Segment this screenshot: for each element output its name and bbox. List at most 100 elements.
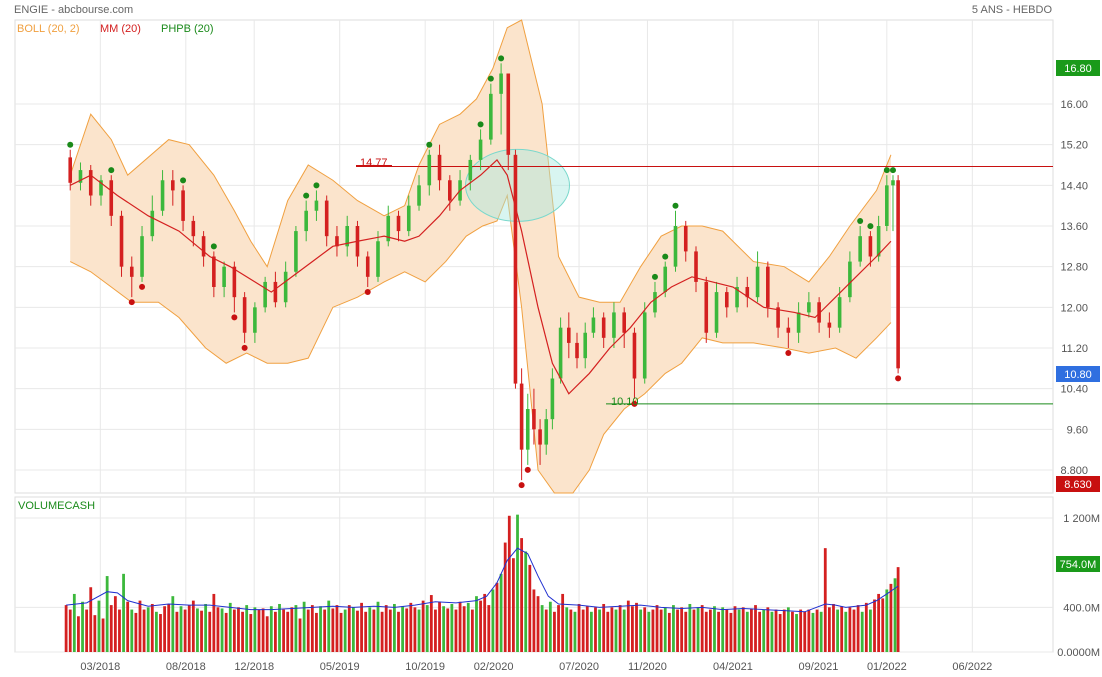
- candle-body: [129, 266, 134, 277]
- volume-bar: [89, 587, 93, 652]
- candle-body: [160, 180, 165, 211]
- pivot-high-marker: [857, 218, 864, 224]
- candle-body: [876, 226, 881, 257]
- y-tick-label: 8.800: [1060, 465, 1088, 477]
- legend-mm: MM (20): [100, 23, 141, 35]
- volume-bar: [635, 602, 638, 652]
- badge-16-80: [1056, 60, 1100, 76]
- volume-bar: [442, 606, 446, 652]
- volume-bar: [142, 609, 146, 652]
- bollinger-fill: [70, 20, 891, 493]
- volume-bar: [81, 601, 84, 652]
- y-tick-label: 12.80: [1060, 262, 1088, 274]
- candle-body: [837, 297, 842, 328]
- candle-body: [448, 180, 452, 201]
- candle-body: [171, 180, 175, 191]
- volume-bar: [852, 609, 856, 652]
- volume-bar: [454, 609, 458, 652]
- pivot-high-marker: [498, 55, 505, 62]
- candle-body: [525, 409, 530, 450]
- candle-body: [683, 226, 688, 252]
- volume-bar: [479, 600, 482, 652]
- candle-body: [406, 205, 411, 232]
- candle-body: [191, 220, 196, 237]
- bollinger-lower: [70, 193, 892, 494]
- badge-10-80-text: 10.80: [1064, 369, 1092, 381]
- volume-bar: [388, 609, 392, 652]
- volume-bar: [885, 589, 889, 652]
- x-tick-label: 07/2020: [559, 661, 599, 673]
- candle-body: [365, 256, 370, 277]
- volume-bar: [503, 542, 507, 652]
- volume-bar: [758, 611, 762, 652]
- candle-body: [417, 185, 421, 206]
- volume-bar: [372, 609, 376, 652]
- volume-bar: [245, 605, 249, 652]
- legend-phpb: PHPB (20): [161, 23, 214, 35]
- volume-bar: [413, 607, 417, 652]
- candle-body: [468, 159, 473, 181]
- volume-bar: [700, 605, 704, 652]
- candle-body: [232, 266, 237, 298]
- x-tick-label: 10/2019: [405, 661, 445, 673]
- volume-bar: [819, 611, 823, 652]
- volume-bar: [614, 609, 618, 652]
- volume-bar: [347, 605, 351, 652]
- candle-body: [896, 180, 900, 369]
- candle-body: [437, 154, 442, 181]
- volume-bar: [220, 608, 224, 652]
- candle-body: [499, 73, 503, 94]
- volume-bar: [253, 607, 257, 652]
- volume-bar: [672, 605, 675, 652]
- volume-bar: [224, 612, 228, 652]
- pivot-high-marker: [662, 253, 669, 260]
- volume-bar: [544, 609, 548, 652]
- volume-bar: [438, 601, 441, 652]
- candle-body: [109, 180, 114, 216]
- volume-bar: [212, 593, 216, 652]
- candle-body: [314, 200, 319, 211]
- volume-bar: [446, 608, 450, 652]
- pivot-low-marker: [631, 400, 638, 407]
- pivot-high-marker: [426, 141, 433, 148]
- volume-bar: [795, 614, 798, 652]
- candle-body: [396, 215, 401, 232]
- volume-bar: [737, 609, 741, 652]
- volume-bar: [315, 612, 318, 652]
- badge-10-80: [1056, 366, 1100, 382]
- volume-bar: [832, 603, 835, 652]
- candle-body: [532, 409, 536, 430]
- candle-body: [88, 170, 93, 196]
- volume-bar: [869, 609, 872, 652]
- volume-bar: [499, 573, 503, 652]
- volume-bar: [823, 548, 827, 652]
- pivot-high-marker: [651, 273, 658, 280]
- volume-bar: [85, 609, 89, 652]
- volume-bar: [807, 609, 811, 652]
- volume-bar: [278, 603, 281, 652]
- pivot-high-marker: [672, 202, 679, 209]
- volume-bar: [729, 612, 733, 652]
- x-tick-label: 05/2019: [320, 661, 360, 673]
- volume-bar: [434, 609, 437, 652]
- price-panel-frame: [14, 19, 1054, 494]
- volume-bar: [360, 602, 363, 652]
- pivot-low-marker: [524, 466, 531, 473]
- volume-bar: [196, 608, 199, 652]
- candle-body: [506, 73, 511, 155]
- volume-bar: [573, 611, 577, 652]
- volume-bar: [827, 607, 831, 652]
- volume-bar: [241, 611, 244, 652]
- volume-bar: [130, 609, 134, 652]
- volume-bar: [462, 606, 466, 652]
- candle-body: [868, 236, 873, 257]
- volume-bar: [208, 611, 212, 652]
- volume-bar: [491, 589, 495, 652]
- volume-bar: [844, 611, 848, 652]
- volume-bar: [298, 618, 302, 652]
- volume-bar: [708, 609, 712, 652]
- volume-bar: [803, 611, 807, 652]
- candle-body: [140, 236, 144, 277]
- volume-bar: [113, 596, 117, 652]
- candle-body: [427, 154, 432, 186]
